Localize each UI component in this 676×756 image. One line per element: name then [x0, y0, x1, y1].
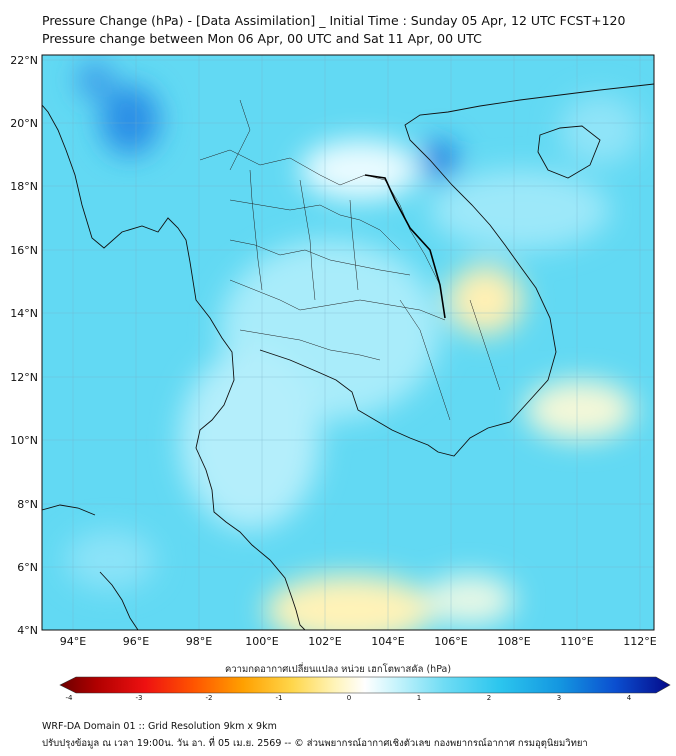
map-frame — [41, 54, 655, 631]
colorbar-tick: 1 — [417, 694, 421, 702]
colorbar-tick: 0 — [347, 694, 351, 702]
colorbar-title: ความกดอากาศเปลี่ยนแปลง หน่วย เฮกโตพาสคัล… — [224, 664, 452, 675]
footer-model-info: WRF-DA Domain 01 :: Grid Resolution 9km … — [42, 721, 277, 732]
latitude-labels: 22°N 20°N 18°N 16°N 14°N 12°N 10°N 8°N 6… — [10, 54, 38, 637]
colorbar-tick: 3 — [557, 694, 561, 702]
colorbar-tick: -2 — [206, 694, 213, 702]
lat-label: 6°N — [17, 561, 38, 574]
lon-label: 106°E — [434, 635, 467, 648]
pressure-change-map: 22°N 20°N 18°N 16°N 14°N 12°N 10°N 8°N 6… — [10, 54, 657, 648]
colorbar-tick: 2 — [487, 694, 491, 702]
lat-label: 8°N — [17, 498, 38, 511]
colorbar-ramp — [59, 676, 671, 694]
lon-label: 112°E — [623, 635, 656, 648]
lon-label: 102°E — [308, 635, 341, 648]
province-borders — [199, 99, 501, 421]
lat-label: 14°N — [10, 307, 38, 320]
map-subtitle: Pressure change between Mon 06 Apr, 00 U… — [42, 31, 482, 46]
lat-label: 12°N — [10, 371, 38, 384]
lon-label: 96°E — [123, 635, 149, 648]
mekong-border — [364, 174, 446, 319]
lon-label: 98°E — [186, 635, 212, 648]
map-title: Pressure Change (hPa) - [Data Assimilati… — [42, 13, 626, 28]
lon-label: 94°E — [60, 635, 86, 648]
colorbar-ticks: -4 -3 -2 -1 0 1 2 3 4 — [66, 694, 632, 702]
colorbar-tick: -3 — [136, 694, 143, 702]
lat-label: 20°N — [10, 117, 38, 130]
lon-label: 108°E — [497, 635, 530, 648]
lat-label: 10°N — [10, 434, 38, 447]
longitude-labels: 94°E 96°E 98°E 100°E 102°E 104°E 106°E 1… — [60, 635, 657, 648]
lon-label: 100°E — [245, 635, 278, 648]
lat-label: 18°N — [10, 180, 38, 193]
colorbar-tick: -1 — [276, 694, 283, 702]
coastlines — [42, 83, 654, 630]
lat-label: 16°N — [10, 244, 38, 257]
footer-credit: ปรับปรุงข้อมูล ณ เวลา 19:00น. วัน อา. ที… — [42, 738, 588, 749]
colorbar-tick: -4 — [66, 694, 74, 702]
lon-label: 104°E — [371, 635, 404, 648]
graticule — [42, 55, 654, 630]
lon-label: 110°E — [560, 635, 593, 648]
colorbar-tick: 4 — [627, 694, 632, 702]
lat-label: 4°N — [17, 624, 38, 637]
map-field — [42, 55, 654, 630]
lat-label: 22°N — [10, 54, 38, 67]
